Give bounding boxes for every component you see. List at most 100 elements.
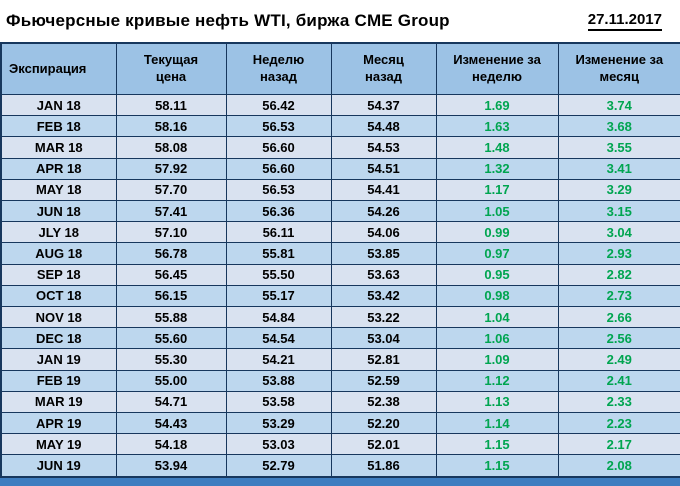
cell-month-ago: 54.41 xyxy=(330,178,437,202)
cell-week-change: 1.15 xyxy=(435,433,559,456)
cell-week-change: 1.17 xyxy=(435,178,559,202)
cell-week-change: 1.48 xyxy=(435,136,559,159)
cell-month-change: 3.74 xyxy=(557,93,680,117)
cell-expiration: JUN 18 xyxy=(0,200,117,223)
cell-expiration: NOV 18 xyxy=(0,306,117,329)
cell-week-ago: 55.50 xyxy=(225,263,332,286)
cell-expiration: AUG 18 xyxy=(0,242,117,265)
cell-month-ago: 53.85 xyxy=(330,242,437,265)
cell-week-change: 0.97 xyxy=(435,242,559,265)
cell-month-ago: 53.63 xyxy=(330,263,437,286)
cell-week-change: 1.04 xyxy=(435,306,559,329)
cell-week-change: 0.95 xyxy=(435,263,559,286)
cell-week-change: 0.98 xyxy=(435,284,559,308)
cell-current-price: 56.15 xyxy=(115,284,227,308)
table-row: MAR 19 54.71 53.58 52.38 1.13 2.33 xyxy=(0,390,680,414)
col-header-week-ago: Неделю назад xyxy=(225,42,332,95)
cell-expiration: JAN 18 xyxy=(0,93,117,117)
cell-expiration: JLY 18 xyxy=(0,221,117,244)
cell-current-price: 57.10 xyxy=(115,221,227,244)
cell-month-change: 2.56 xyxy=(557,327,680,350)
table-row: OCT 18 56.15 55.17 53.42 0.98 2.73 xyxy=(0,284,680,308)
cell-month-change: 2.66 xyxy=(557,306,680,329)
table-header: Экспирация Текущая цена Неделю назад Мес… xyxy=(0,42,680,95)
cell-month-ago: 52.59 xyxy=(330,369,437,392)
cell-expiration: MAR 18 xyxy=(0,136,117,159)
cell-week-ago: 53.03 xyxy=(225,433,332,456)
cell-month-change: 2.08 xyxy=(557,454,680,478)
report-date: 27.11.2017 xyxy=(587,11,662,31)
cell-month-change: 2.49 xyxy=(557,348,680,371)
futures-table: Экспирация Текущая цена Неделю назад Мес… xyxy=(0,42,680,478)
cell-current-price: 55.00 xyxy=(115,369,227,392)
table-body: JAN 18 58.11 56.42 54.37 1.69 3.74 FEB 1… xyxy=(0,93,680,478)
cell-week-change: 1.14 xyxy=(435,412,559,435)
cell-week-ago: 56.60 xyxy=(225,136,332,159)
cell-week-change: 1.15 xyxy=(435,454,559,478)
cell-week-ago: 53.88 xyxy=(225,369,332,392)
cell-week-ago: 54.21 xyxy=(225,348,332,371)
table-row: JUN 19 53.94 52.79 51.86 1.15 2.08 xyxy=(0,454,680,478)
table-row: AUG 18 56.78 55.81 53.85 0.97 2.93 xyxy=(0,242,680,265)
cell-week-change: 1.63 xyxy=(435,115,559,138)
cell-month-ago: 54.51 xyxy=(330,157,437,180)
cell-month-change: 3.41 xyxy=(557,157,680,180)
cell-expiration: APR 19 xyxy=(0,412,117,435)
cell-week-change: 1.05 xyxy=(435,200,559,223)
cell-week-change: 1.69 xyxy=(435,93,559,117)
cell-expiration: MAR 19 xyxy=(0,390,117,414)
cell-month-ago: 54.37 xyxy=(330,93,437,117)
cell-month-ago: 54.26 xyxy=(330,200,437,223)
cell-week-ago: 56.53 xyxy=(225,178,332,202)
col-header-expiration: Экспирация xyxy=(0,42,117,95)
cell-month-change: 2.23 xyxy=(557,412,680,435)
cell-month-ago: 53.04 xyxy=(330,327,437,350)
cell-week-change: 0.99 xyxy=(435,221,559,244)
page-title: Фьючерсные кривые нефть WTI, биржа CME G… xyxy=(6,11,450,30)
cell-expiration: MAY 19 xyxy=(0,433,117,456)
table-row: MAR 18 58.08 56.60 54.53 1.48 3.55 xyxy=(0,136,680,159)
cell-month-ago: 52.01 xyxy=(330,433,437,456)
cell-week-change: 1.12 xyxy=(435,369,559,392)
cell-week-ago: 55.81 xyxy=(225,242,332,265)
table-row: JUN 18 57.41 56.36 54.26 1.05 3.15 xyxy=(0,200,680,223)
cell-month-ago: 52.81 xyxy=(330,348,437,371)
table-row: MAY 19 54.18 53.03 52.01 1.15 2.17 xyxy=(0,433,680,456)
cell-current-price: 55.30 xyxy=(115,348,227,371)
cell-week-ago: 54.84 xyxy=(225,306,332,329)
cell-month-ago: 54.48 xyxy=(330,115,437,138)
cell-month-change: 3.68 xyxy=(557,115,680,138)
cell-week-change: 1.32 xyxy=(435,157,559,180)
cell-current-price: 57.70 xyxy=(115,178,227,202)
cell-current-price: 53.94 xyxy=(115,454,227,478)
col-header-week-change: Изменение за неделю xyxy=(435,42,559,95)
table-row: APR 18 57.92 56.60 54.51 1.32 3.41 xyxy=(0,157,680,180)
cell-expiration: SEP 18 xyxy=(0,263,117,286)
cell-week-ago: 53.58 xyxy=(225,390,332,414)
cell-month-ago: 54.53 xyxy=(330,136,437,159)
cell-week-ago: 53.29 xyxy=(225,412,332,435)
header-row: Экспирация Текущая цена Неделю назад Мес… xyxy=(0,42,680,95)
cell-month-ago: 51.86 xyxy=(330,454,437,478)
cell-month-ago: 53.42 xyxy=(330,284,437,308)
cell-expiration: APR 18 xyxy=(0,157,117,180)
cell-current-price: 54.71 xyxy=(115,390,227,414)
cell-month-change: 2.93 xyxy=(557,242,680,265)
col-header-month-ago: Месяц назад xyxy=(330,42,437,95)
cell-week-change: 1.06 xyxy=(435,327,559,350)
cell-current-price: 58.16 xyxy=(115,115,227,138)
col-header-current-price: Текущая цена xyxy=(115,42,227,95)
cell-week-change: 1.13 xyxy=(435,390,559,414)
table-row: APR 19 54.43 53.29 52.20 1.14 2.23 xyxy=(0,412,680,435)
cell-current-price: 55.88 xyxy=(115,306,227,329)
cell-month-change: 3.15 xyxy=(557,200,680,223)
cell-month-change: 3.55 xyxy=(557,136,680,159)
cell-month-ago: 53.22 xyxy=(330,306,437,329)
table-row: JAN 19 55.30 54.21 52.81 1.09 2.49 xyxy=(0,348,680,371)
cell-week-ago: 56.11 xyxy=(225,221,332,244)
cell-week-ago: 56.36 xyxy=(225,200,332,223)
cell-current-price: 54.43 xyxy=(115,412,227,435)
cell-week-change: 1.09 xyxy=(435,348,559,371)
cell-week-ago: 56.42 xyxy=(225,93,332,117)
